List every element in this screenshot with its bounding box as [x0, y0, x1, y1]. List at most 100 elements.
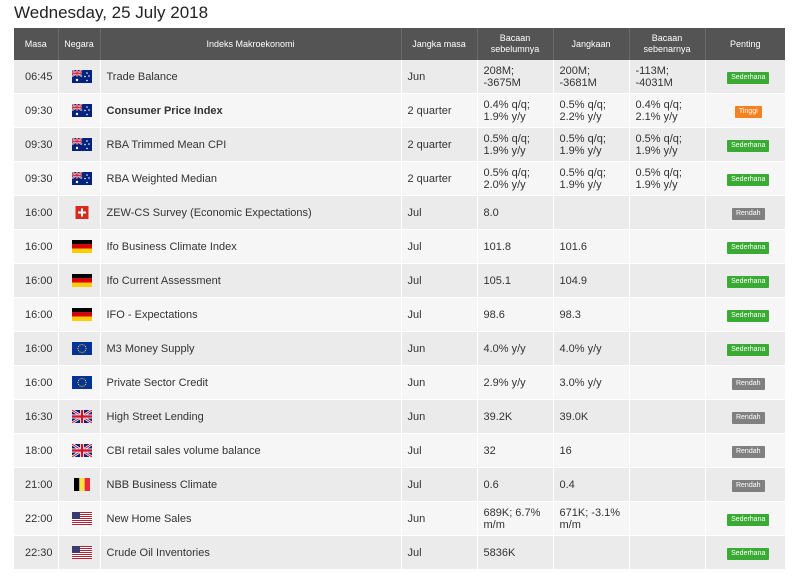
event-period: Jun — [400, 365, 477, 400]
importance-cell: Sederhana — [704, 297, 785, 332]
header-indicator: Indeks Makroekonomi — [99, 28, 401, 60]
event-period: Jun — [400, 501, 477, 536]
table-row[interactable]: 18:00 CBI retail sales volume balance Jul 3… — [14, 433, 785, 468]
indicator-name[interactable]: Consumer Price Index — [99, 93, 401, 128]
importance-badge: Sederhana — [727, 241, 770, 254]
indicator-name[interactable]: RBA Weighted Median — [99, 161, 401, 196]
table-row[interactable]: 16:00 M3 Money Supply Jun 4.0% y/y 4.0% y/y S… — [14, 331, 785, 366]
actual-value — [628, 365, 705, 400]
importance-cell: Sederhana — [704, 535, 785, 570]
country-flag — [57, 60, 100, 94]
importance-badge: Sederhana — [727, 309, 770, 322]
table-row[interactable]: 22:00 New Home Sales Jun 689K; 6.7% m/m 671K… — [14, 501, 785, 536]
table-row[interactable]: 16:00 Ifo Current Assessment Jul 105.1 104.9… — [14, 263, 785, 298]
forecast-value — [552, 535, 629, 570]
actual-value — [628, 433, 705, 468]
table-row[interactable]: 16:00 ZEW-CS Survey (Economic Expectation… — [14, 195, 785, 230]
australia-flag-icon — [72, 172, 92, 185]
indicator-name[interactable]: M3 Money Supply — [99, 331, 401, 366]
germany-flag-icon — [72, 274, 92, 287]
indicator-name[interactable]: RBA Trimmed Mean CPI — [99, 127, 401, 162]
previous-value: 8.0 — [476, 195, 553, 230]
forecast-value — [552, 195, 629, 230]
importance-cell: Sederhana — [704, 127, 785, 162]
importance-cell: Tinggi — [704, 93, 785, 128]
table-row[interactable]: 09:30 Consumer Price Index 2 quarter 0.4% q… — [14, 93, 785, 128]
table-row[interactable]: 21:00 NBB Business Climate Jul 0.6 0.4 Rendah — [14, 467, 785, 502]
importance-badge: Rendah — [731, 445, 765, 458]
indicator-name[interactable]: ZEW-CS Survey (Economic Expectations) — [99, 195, 401, 230]
economic-calendar-table: Masa Negara Indeks Makroekonomi Jangka m… — [14, 28, 785, 570]
indicator-name[interactable]: Trade Balance — [99, 60, 401, 94]
event-time: 09:30 — [14, 93, 58, 128]
forecast-value: 39.0K — [552, 399, 629, 434]
header-importance: Penting — [704, 28, 785, 60]
table-row[interactable]: 06:45 Trade Balance Jun 208M; -3675M 200M; -… — [14, 60, 785, 94]
importance-cell: Sederhana — [704, 161, 785, 196]
importance-cell: Rendah — [704, 365, 785, 400]
table-row[interactable]: 16:00 Ifo Business Climate Index Jul 101.8 1… — [14, 229, 785, 264]
switzerland-flag-icon — [72, 206, 92, 219]
forecast-value: 16 — [552, 433, 629, 468]
australia-flag-icon — [72, 104, 92, 117]
country-flag — [57, 433, 100, 468]
event-period: 2 quarter — [400, 93, 477, 128]
indicator-name[interactable]: Private Sector Credit — [99, 365, 401, 400]
forecast-value: 101.6 — [552, 229, 629, 264]
table-row[interactable]: 09:30 RBA Weighted Median 2 quarter 0.5% q/… — [14, 161, 785, 196]
country-flag — [57, 229, 100, 264]
actual-value — [628, 535, 705, 570]
table-row[interactable]: 09:30 RBA Trimmed Mean CPI 2 quarter 0.5% q… — [14, 127, 785, 162]
country-flag — [57, 195, 100, 230]
indicator-name[interactable]: CBI retail sales volume balance — [99, 433, 401, 468]
actual-value — [628, 331, 705, 366]
event-period: 2 quarter — [400, 161, 477, 196]
importance-cell: Sederhana — [704, 263, 785, 298]
previous-value: 39.2K — [476, 399, 553, 434]
indicator-name[interactable]: Crude Oil Inventories — [99, 535, 401, 570]
country-flag — [57, 535, 100, 570]
forecast-value: 0.5% q/q; 1.9% y/y — [552, 161, 629, 196]
importance-cell: Rendah — [704, 433, 785, 468]
indicator-name[interactable]: Ifo Current Assessment — [99, 263, 401, 298]
header-forecast: Jangkaan — [552, 28, 629, 60]
table-row[interactable]: 16:00 Private Sector Credit Jun 2.9% y/y 3.0… — [14, 365, 785, 400]
event-time: 09:30 — [14, 161, 58, 196]
actual-value — [628, 467, 705, 502]
importance-badge: Rendah — [731, 479, 765, 492]
importance-cell: Rendah — [704, 195, 785, 230]
indicator-name[interactable]: NBB Business Climate — [99, 467, 401, 502]
importance-badge: Sederhana — [727, 275, 770, 288]
indicator-name[interactable]: IFO - Expectations — [99, 297, 401, 332]
event-time: 18:00 — [14, 433, 58, 468]
indicator-name[interactable]: High Street Lending — [99, 399, 401, 434]
actual-value — [628, 399, 705, 434]
event-period: Jul — [400, 195, 477, 230]
previous-value: 0.6 — [476, 467, 553, 502]
indicator-name[interactable]: Ifo Business Climate Index — [99, 229, 401, 264]
indicator-name[interactable]: New Home Sales — [99, 501, 401, 536]
importance-badge: Sederhana — [727, 71, 770, 84]
header-time: Masa — [14, 28, 58, 60]
event-period: Jun — [400, 60, 477, 94]
germany-flag-icon — [72, 308, 92, 321]
importance-cell: Sederhana — [704, 331, 785, 366]
belgium-flag-icon — [72, 478, 92, 491]
event-period: 2 quarter — [400, 127, 477, 162]
event-period: Jul — [400, 535, 477, 570]
forecast-value: 104.9 — [552, 263, 629, 298]
forecast-value: 671K; -3.1% m/m — [552, 501, 629, 536]
usa-flag-icon — [72, 512, 92, 525]
table-row[interactable]: 22:30 Crude Oil Inventories Jul 5836K Sederh… — [14, 535, 785, 570]
event-time: 16:30 — [14, 399, 58, 434]
australia-flag-icon — [72, 70, 92, 83]
importance-badge: Rendah — [731, 207, 765, 220]
actual-value: 0.5% q/q; 1.9% y/y — [628, 161, 705, 196]
event-time: 22:00 — [14, 501, 58, 536]
header-previous: Bacaan sebelumnya — [476, 28, 553, 60]
country-flag — [57, 331, 100, 366]
table-row[interactable]: 16:00 IFO - Expectations Jul 98.6 98.3 Sederh… — [14, 297, 785, 332]
table-row[interactable]: 16:30 High Street Lending Jun 39.2K 39.0K Ren… — [14, 399, 785, 434]
event-period: Jul — [400, 229, 477, 264]
importance-badge: Sederhana — [727, 139, 770, 152]
